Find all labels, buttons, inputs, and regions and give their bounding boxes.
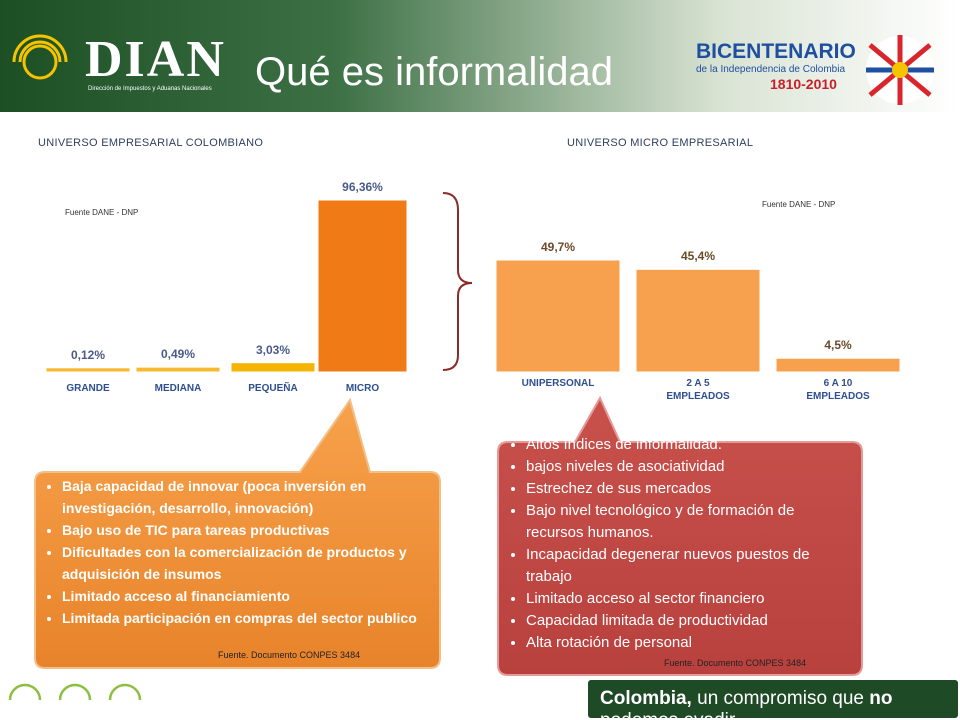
badge-emblem (866, 35, 934, 105)
header-band (0, 0, 960, 112)
value-label: 0,49% (160, 347, 196, 362)
value-label: 4,5% (824, 338, 852, 353)
callout-item: Limitado acceso al sector financiero (526, 588, 851, 610)
callout-text: Baja capacidad de innovar (poca inversió… (42, 475, 432, 629)
callout-item: Estrechez de sus mercados (526, 478, 851, 500)
footer-band (588, 680, 958, 718)
value-label: 3,03% (255, 342, 291, 357)
value-label: 45,4% (680, 249, 716, 264)
x-tick-label: UNIPERSONAL (521, 378, 595, 389)
x-tick-label: GRANDE (66, 383, 110, 394)
footer-slogan: Colombia, un compromiso que no podemos e… (600, 688, 960, 720)
x-tick-label: PEQUEÑA (248, 383, 298, 394)
value-label: 0,12% (70, 347, 106, 362)
x-tick-label: 2 A 5 EMPLEADOS (666, 378, 730, 402)
chart-title: UNIVERSO MICRO EMPRESARIAL (567, 137, 754, 149)
slogan-part: Colombia, (600, 688, 692, 709)
slogan-part: no (869, 688, 893, 709)
callout-item: Altos índices de informalidad. (526, 434, 851, 456)
badge-title: BICENTENARIO (696, 40, 856, 63)
logo: DIAN (85, 31, 226, 88)
value-label: 49,7% (540, 240, 576, 254)
slogan-part: podemos evadir. (600, 710, 739, 720)
callout-item: Dificultades con la comercialización de … (62, 541, 432, 585)
callout-item: Bajo uso de TIC para tareas productivas (62, 519, 432, 541)
logo-subtitle: Dirección de Impuestos y Aduanas Naciona… (88, 86, 212, 92)
callout-shape (34, 397, 441, 669)
chart-title: UNIVERSO EMPRESARIAL COLOMBIANO (38, 137, 264, 149)
callout-source: Fuente. Documento CONPES 3484 (218, 650, 361, 660)
bar (231, 363, 315, 372)
dian-emblem (12, 34, 68, 80)
bar (636, 269, 760, 372)
bracket (442, 192, 473, 371)
callout-item: Capacidad limitada de productividad (526, 610, 851, 632)
callout-item: Alta rotación de personal (526, 632, 851, 654)
bar (776, 358, 900, 372)
callout-item: Incapacidad degenerar nuevos puestos de … (526, 544, 851, 588)
callout-item: Bajo nivel tecnológico y de formación de… (526, 500, 851, 544)
callout-item: bajos niveles de asociatividad (526, 456, 851, 478)
callout-source: Fuente. Documento CONPES 3484 (664, 658, 807, 668)
slide-title: Qué es informalidad (255, 50, 613, 94)
bar (496, 260, 620, 372)
bar (136, 367, 220, 372)
badge-years: 1810-2010 (770, 76, 837, 92)
x-tick-label: MEDIANA (154, 383, 202, 394)
value-label: 96,36% (342, 180, 383, 194)
footer-emblems (8, 683, 142, 701)
slogan-part: un compromiso que (691, 688, 870, 709)
chart-source: Fuente DANE - DNP (762, 200, 836, 209)
x-tick-label: 6 A 10 EMPLEADOS (806, 378, 870, 402)
chart-source: Fuente DANE - DNP (65, 208, 139, 217)
callout-shape (497, 395, 863, 676)
bar (318, 200, 407, 372)
callout-item: Limitada participación en compras del se… (62, 607, 432, 629)
callout-item: Limitado acceso al financiamiento (62, 585, 432, 607)
callout-item: Baja capacidad de innovar (poca inversió… (62, 475, 432, 519)
x-tick-label: MICRO (345, 383, 380, 394)
badge-subtitle: de la Independencia de Colombia (696, 64, 845, 75)
callout-text: Altos índices de informalidad.bajos nive… (506, 434, 851, 654)
